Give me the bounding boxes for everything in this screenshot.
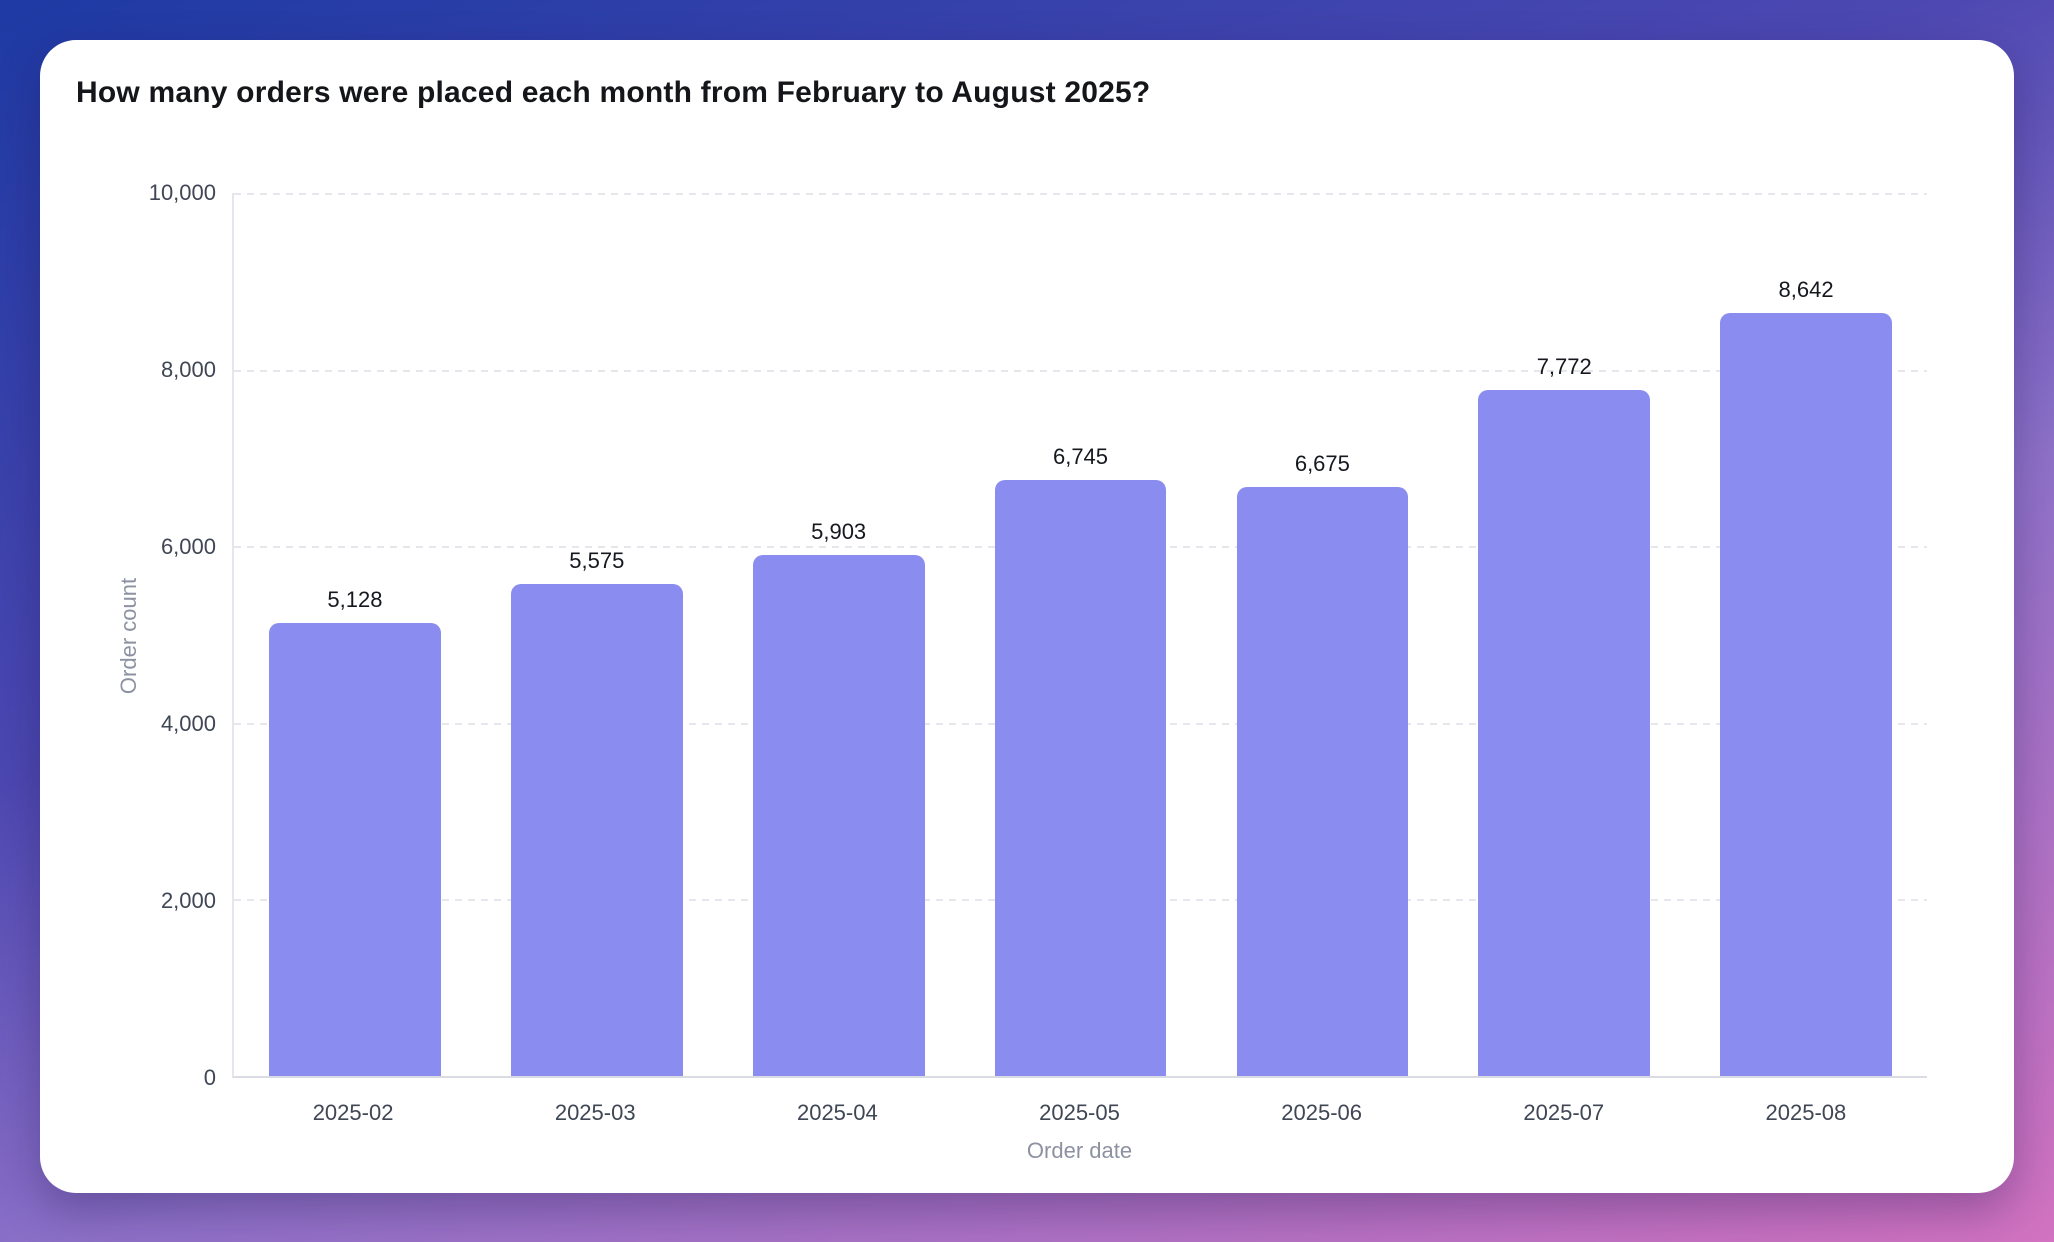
y-tick-6000: 6,000 [160, 534, 216, 559]
bar-value-label: 6,675 [1294, 450, 1350, 476]
bar-group-2025-05: 6,745 [960, 193, 1202, 1076]
y-axis-tick-labels: 10,000 8,000 6,000 4,000 2,000 0 [40, 180, 216, 1090]
bar-value-label: 6,745 [1052, 444, 1109, 470]
x-tick-2025-02: 2025-02 [312, 1100, 394, 1125]
x-tick-2025-05: 2025-05 [1039, 1100, 1120, 1125]
x-tick-2025-03: 2025-03 [554, 1100, 636, 1125]
bar-group-2025-03: 5,575 [476, 193, 718, 1076]
x-tick-2025-04: 2025-04 [796, 1100, 878, 1125]
bar-value-label: 7,772 [1536, 353, 1592, 379]
bar-group-2025-07: 7,772 [1443, 193, 1685, 1076]
bar-2025-02[interactable] [269, 623, 441, 1076]
y-tick-10000: 10,000 [148, 180, 216, 205]
bar-2025-08[interactable] [1720, 312, 1892, 1076]
bar-value-label: 5,903 [811, 518, 867, 544]
bar-group-2025-08: 8,642 [1685, 193, 1927, 1076]
x-tick-2025-06: 2025-06 [1281, 1100, 1362, 1125]
bar-2025-04[interactable] [752, 554, 925, 1076]
bar-2025-07[interactable] [1478, 389, 1651, 1076]
chart-card: How many orders were placed each month f… [40, 40, 2014, 1193]
x-tick-2025-08: 2025-08 [1765, 1100, 1847, 1125]
y-tick-2000: 2,000 [160, 888, 216, 913]
x-axis-tick-labels: 2025-02 2025-03 2025-04 2025-05 2025-06 … [232, 1080, 1927, 1126]
bar-2025-06[interactable] [1236, 486, 1409, 1076]
plot-area: 5,128 5,575 5,903 6,745 6,675 7,772 8,64… [232, 193, 1927, 1078]
chart-title: How many orders were placed each month f… [76, 76, 1151, 109]
bar-2025-03[interactable] [510, 583, 683, 1076]
bar-group-2025-04: 5,903 [718, 193, 960, 1076]
y-tick-4000: 4,000 [160, 711, 216, 736]
bar-group-2025-06: 6,675 [1201, 193, 1443, 1076]
x-axis-title: Order date [1026, 1138, 1133, 1163]
x-tick-2025-07: 2025-07 [1523, 1100, 1605, 1125]
bar-value-label: 8,642 [1778, 276, 1834, 302]
y-tick-8000: 8,000 [160, 357, 216, 382]
bar-2025-05[interactable] [994, 480, 1167, 1076]
y-tick-0: 0 [203, 1065, 216, 1090]
bar-group-2025-02: 5,128 [234, 193, 476, 1076]
bar-value-label: 5,575 [569, 547, 625, 573]
bar-value-label: 5,128 [327, 587, 383, 613]
